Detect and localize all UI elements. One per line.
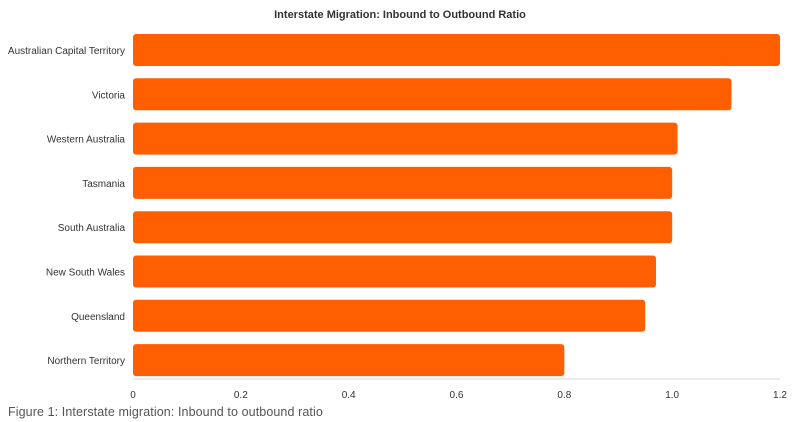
- category-label: Australian Capital Territory: [8, 46, 125, 57]
- bar: [133, 255, 656, 288]
- x-tick-label: 0: [130, 390, 136, 400]
- category-label: New South Wales: [46, 268, 125, 279]
- x-tick-label: 0.4: [342, 390, 356, 400]
- x-tick-label: 0.2: [234, 390, 248, 400]
- category-label: Queensland: [71, 312, 125, 323]
- x-tick-labels: 0 0.2 0.4 0.6 0.8 1.0 1.2: [130, 390, 787, 400]
- bars: [133, 34, 780, 377]
- x-tick-label: 1.2: [773, 390, 787, 400]
- bar: [133, 344, 565, 377]
- x-tick-label: 0.8: [557, 390, 571, 400]
- bar: [133, 211, 673, 244]
- category-label: Western Australia: [47, 135, 126, 146]
- figure-caption: Figure 1: Interstate migration: Inbound …: [8, 405, 323, 419]
- chart-title: Interstate Migration: Inbound to Outboun…: [274, 9, 526, 21]
- bar: [133, 78, 732, 111]
- category-label: Victoria: [92, 90, 126, 101]
- bar: [133, 122, 678, 155]
- x-tick-label: 1.0: [665, 390, 679, 400]
- bar: [133, 166, 673, 199]
- category-label: South Australia: [58, 223, 126, 234]
- bar: [133, 34, 780, 66]
- bar: [133, 299, 646, 332]
- category-label: Northern Territory: [47, 356, 125, 367]
- category-labels: Australian Capital Territory Victoria West…: [8, 46, 126, 367]
- bar-chart: Interstate Migration: Inbound to Outboun…: [8, 9, 787, 400]
- x-tick-label: 0.6: [450, 390, 464, 400]
- category-label: Tasmania: [82, 179, 125, 190]
